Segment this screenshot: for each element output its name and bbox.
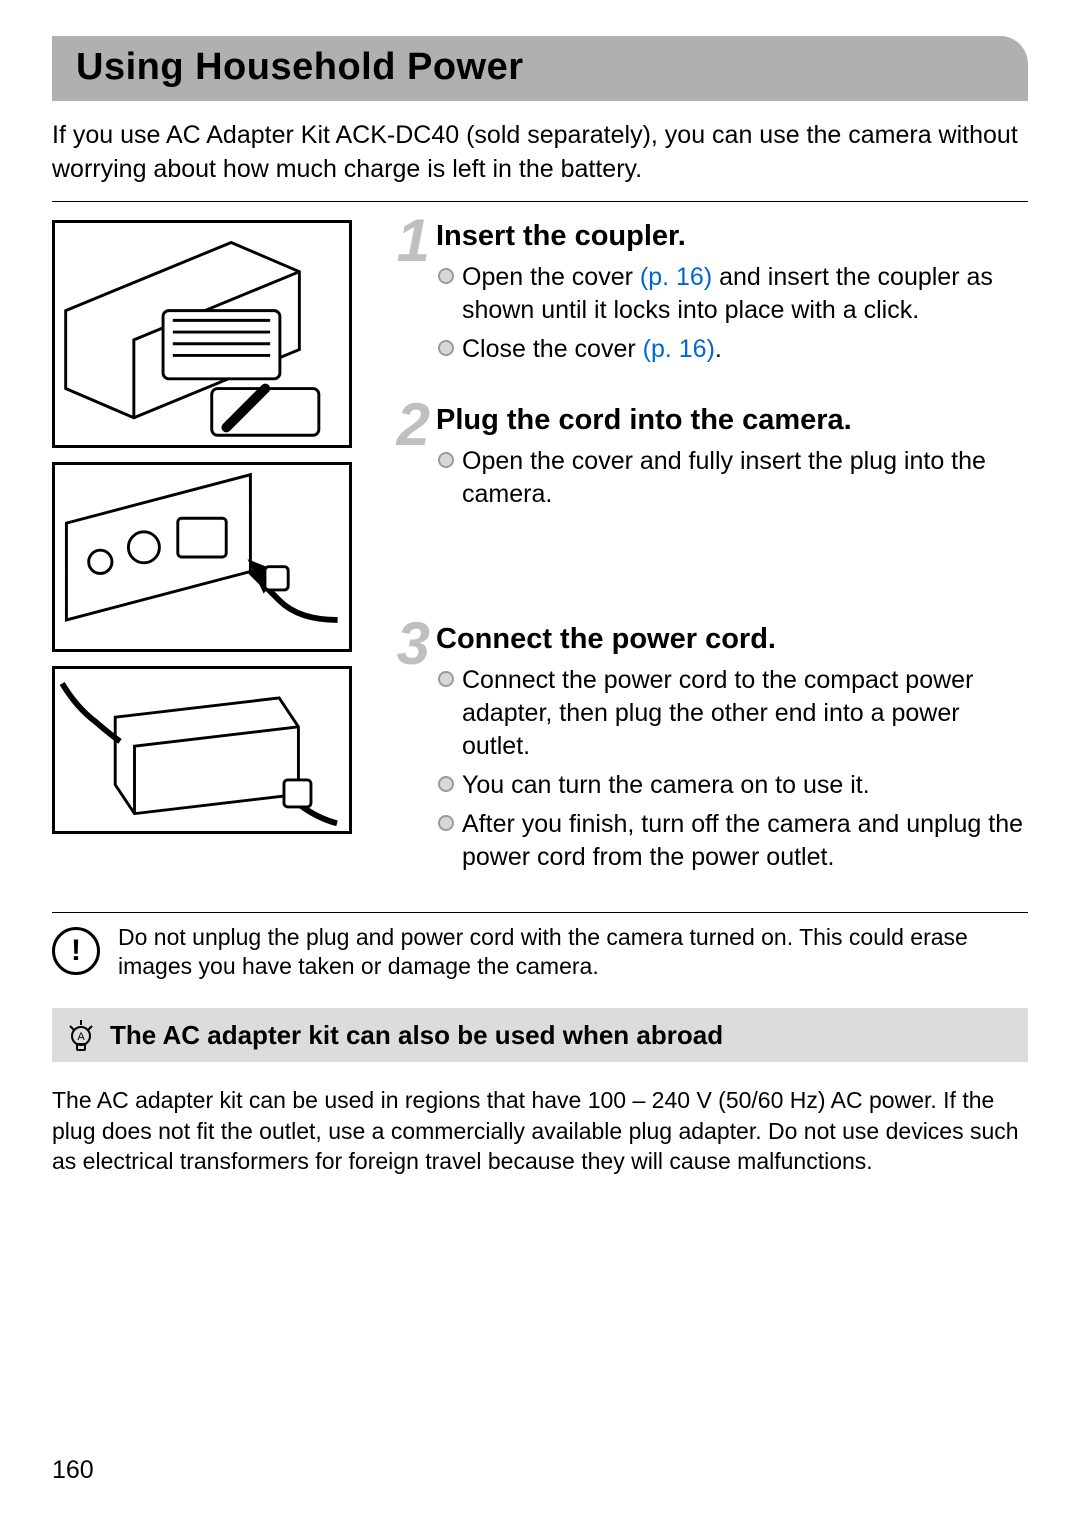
svg-text:A: A xyxy=(77,1031,85,1043)
step-bullet: Open the cover and fully insert the plug… xyxy=(436,445,1028,511)
step: 2Plug the cord into the camera.Open the … xyxy=(380,404,1028,517)
step-number: 1 xyxy=(380,214,430,268)
tip-title: The AC adapter kit can also be used when… xyxy=(110,1020,723,1051)
step-bullet: Close the cover (p. 16). xyxy=(436,333,1028,366)
lightbulb-icon: A xyxy=(66,1018,96,1052)
step-bullet: After you finish, turn off the camera an… xyxy=(436,808,1028,874)
illustration-column xyxy=(52,220,352,898)
page-ref: (p. 16) xyxy=(640,263,712,291)
step: 3Connect the power cord.Connect the powe… xyxy=(380,623,1028,880)
title-bar: Using Household Power xyxy=(52,36,1028,101)
warning-text: Do not unplug the plug and power cord wi… xyxy=(118,923,1028,983)
step: 1Insert the coupler.Open the cover (p. 1… xyxy=(380,220,1028,372)
page-ref: (p. 16) xyxy=(643,335,715,363)
step-bullet: Open the cover (p. 16) and insert the co… xyxy=(436,261,1028,327)
step-number: 2 xyxy=(380,398,430,452)
step-title: Connect the power cord. xyxy=(436,623,1028,656)
illustration-power-cord xyxy=(52,666,352,834)
illustration-insert-coupler xyxy=(52,220,352,448)
steps-area: 1Insert the coupler.Open the cover (p. 1… xyxy=(52,220,1028,898)
tip-bar: A The AC adapter kit can also be used wh… xyxy=(52,1008,1028,1062)
page-number: 160 xyxy=(52,1456,94,1485)
step-bullet: Connect the power cord to the compact po… xyxy=(436,664,1028,763)
step-title: Insert the coupler. xyxy=(436,220,1028,253)
intro-text: If you use AC Adapter Kit ACK-DC40 (sold… xyxy=(52,119,1028,187)
page-title: Using Household Power xyxy=(76,46,1004,89)
steps-text-column: 1Insert the coupler.Open the cover (p. 1… xyxy=(380,220,1028,898)
warning-icon: ! xyxy=(52,927,100,975)
step-title: Plug the cord into the camera. xyxy=(436,404,1028,437)
step-bullet: You can turn the camera on to use it. xyxy=(436,769,1028,802)
illustration-plug-cord xyxy=(52,462,352,652)
tip-text: The AC adapter kit can be used in region… xyxy=(52,1085,1028,1176)
step-number: 3 xyxy=(380,617,430,671)
warning-row: ! Do not unplug the plug and power cord … xyxy=(52,912,1028,983)
divider xyxy=(52,201,1028,202)
